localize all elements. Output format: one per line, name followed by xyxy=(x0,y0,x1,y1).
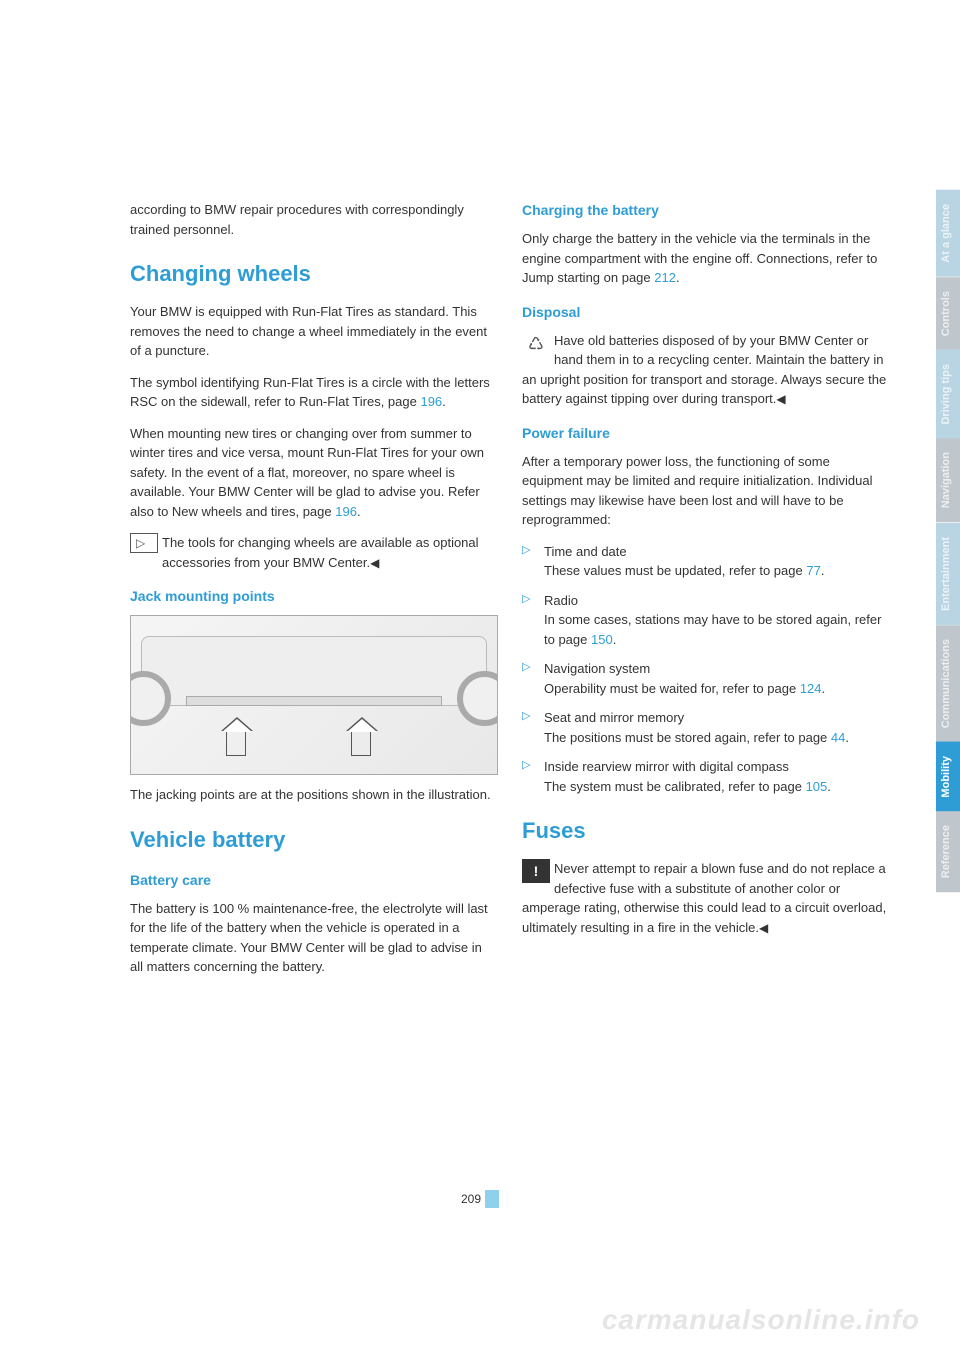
link-page-196b[interactable]: 196 xyxy=(335,504,357,519)
end-marker: ◀ xyxy=(370,556,379,570)
tab-driving-tips[interactable]: Driving tips xyxy=(936,350,960,439)
link-page-212[interactable]: 212 xyxy=(654,270,676,285)
reprogram-list: ▷ Time and dateThese values must be updat… xyxy=(522,542,890,797)
bullet-marker-icon: ▷ xyxy=(522,591,534,650)
list-item: ▷ Time and dateThese values must be updat… xyxy=(522,542,890,581)
para-new-tires: When mounting new tires or changing over… xyxy=(130,424,498,522)
tab-communications[interactable]: Communications xyxy=(936,625,960,742)
end-marker: ◀ xyxy=(759,921,768,935)
page-marker xyxy=(485,1190,499,1208)
para-charging: Only charge the battery in the vehicle v… xyxy=(522,229,890,288)
heading-battery-care: Battery care xyxy=(130,870,498,891)
list-item: ▷ Inside rearview mirror with digital com… xyxy=(522,757,890,796)
note-icon xyxy=(130,533,158,553)
right-column: Charging the battery Only charge the bat… xyxy=(522,200,890,989)
left-column: according to BMW repair procedures with … xyxy=(130,200,498,989)
end-marker: ◀ xyxy=(776,392,785,406)
tab-navigation[interactable]: Navigation xyxy=(936,438,960,522)
tab-reference[interactable]: Reference xyxy=(936,811,960,892)
bullet-marker-icon: ▷ xyxy=(522,757,534,796)
list-item-text: Seat and mirror memoryThe positions must… xyxy=(544,708,890,747)
car-sill-shape xyxy=(186,696,442,706)
side-tabs: At a glanceControlsDriving tipsNavigatio… xyxy=(936,190,960,893)
page-number: 209 xyxy=(461,1192,481,1206)
para-rsc-symbol: The symbol identifying Run-Flat Tires is… xyxy=(130,373,498,412)
list-item: ▷ Seat and mirror memoryThe positions mus… xyxy=(522,708,890,747)
list-item: ▷RadioIn some cases, stations may have t… xyxy=(522,591,890,650)
heading-power-failure: Power failure xyxy=(522,423,890,444)
heading-charging: Charging the battery xyxy=(522,200,890,221)
jack-arrow-rear xyxy=(351,730,371,756)
link-page-124[interactable]: 124 xyxy=(800,681,822,696)
tab-mobility[interactable]: Mobility xyxy=(936,742,960,812)
para-power-failure: After a temporary power loss, the functi… xyxy=(522,452,890,530)
warning-icon: ! xyxy=(522,859,550,883)
heading-fuses: Fuses xyxy=(522,814,890,847)
para-fuses-warning: ! Never attempt to repair a blown fuse a… xyxy=(522,859,890,937)
jack-caption: The jacking points are at the positions … xyxy=(130,785,498,805)
tab-entertainment[interactable]: Entertainment xyxy=(936,523,960,625)
list-item: ▷ Navigation systemOperability must be wa… xyxy=(522,659,890,698)
link-page-150[interactable]: 150 xyxy=(591,632,613,647)
recycle-icon: ♺ xyxy=(522,331,550,355)
heading-disposal: Disposal xyxy=(522,302,890,323)
para-disposal: ♺ Have old batteries disposed of by your… xyxy=(522,331,890,409)
jack-arrow-front xyxy=(226,730,246,756)
bullet-marker-icon: ▷ xyxy=(522,542,534,581)
page-number-wrap: 209 xyxy=(0,1190,960,1208)
bullet-marker-icon: ▷ xyxy=(522,659,534,698)
page-content: according to BMW repair procedures with … xyxy=(0,0,960,1049)
heading-jack-points: Jack mounting points xyxy=(130,586,498,607)
tab-at-a-glance[interactable]: At a glance xyxy=(936,190,960,277)
bullet-marker-icon: ▷ xyxy=(522,708,534,747)
jack-diagram xyxy=(130,615,498,775)
link-page-196a[interactable]: 196 xyxy=(420,394,442,409)
list-item-text: Inside rearview mirror with digital comp… xyxy=(544,757,890,796)
para-battery-care: The battery is 100 % maintenance-free, t… xyxy=(130,899,498,977)
watermark: carmanualsonline.info xyxy=(602,1304,920,1336)
para-runflat-intro: Your BMW is equipped with Run-Flat Tires… xyxy=(130,302,498,361)
link-page-105[interactable]: 105 xyxy=(806,779,828,794)
list-item-text: RadioIn some cases, stations may have to… xyxy=(544,591,890,650)
tab-controls[interactable]: Controls xyxy=(936,277,960,350)
list-item-text: Time and dateThese values must be update… xyxy=(544,542,890,581)
link-page-77[interactable]: 77 xyxy=(806,563,820,578)
heading-vehicle-battery: Vehicle battery xyxy=(130,823,498,856)
intro-text: according to BMW repair procedures with … xyxy=(130,200,498,239)
note-tools: The tools for changing wheels are availa… xyxy=(130,533,498,572)
list-item-text: Navigation systemOperability must be wai… xyxy=(544,659,890,698)
wheel-rear xyxy=(457,671,498,726)
link-page-44[interactable]: 44 xyxy=(831,730,845,745)
heading-changing-wheels: Changing wheels xyxy=(130,257,498,290)
